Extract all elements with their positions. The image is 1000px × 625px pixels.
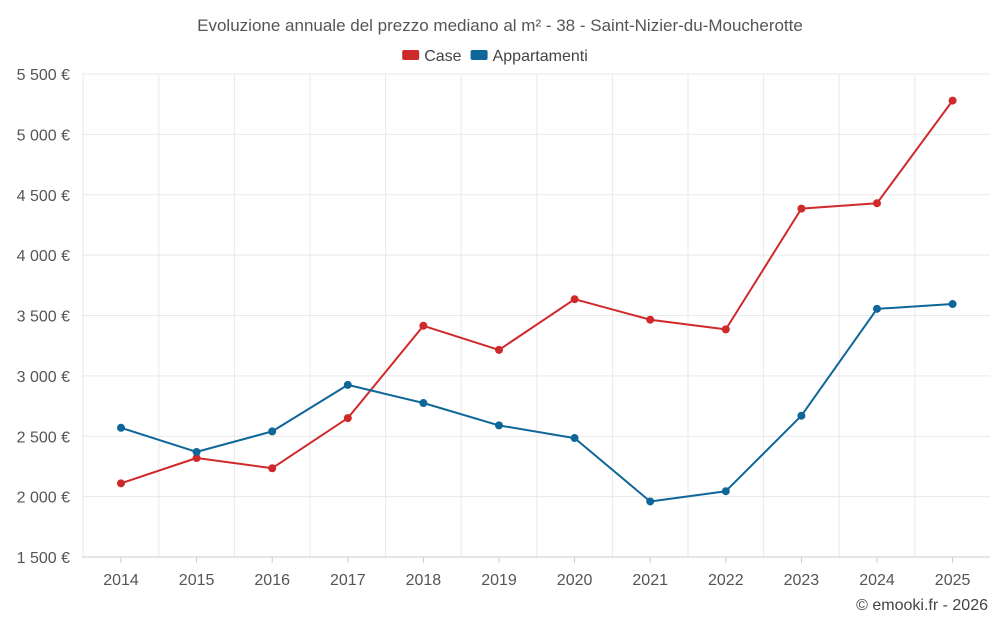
data-point-case <box>646 315 655 324</box>
data-point-appartamenti <box>343 380 352 389</box>
x-tick-label: 2020 <box>557 572 593 589</box>
data-point-appartamenti <box>948 300 957 309</box>
data-point-case <box>419 321 428 330</box>
legend-swatch-appartamenti <box>470 50 488 60</box>
legend-label-case: Case <box>424 48 461 65</box>
data-point-appartamenti <box>419 399 428 408</box>
data-point-case <box>948 96 957 105</box>
x-tick-label: 2017 <box>330 572 366 589</box>
y-tick-label: 3 500 € <box>17 309 70 326</box>
y-tick-label: 1 500 € <box>17 550 70 567</box>
series-group <box>117 96 957 506</box>
y-tick-label: 5 500 € <box>17 67 70 84</box>
x-tick-label: 2015 <box>179 572 215 589</box>
series-line-case <box>120 100 954 485</box>
y-tick-label: 2 000 € <box>17 490 70 507</box>
data-point-appartamenti <box>495 421 503 430</box>
data-point-case <box>192 453 201 462</box>
data-point-appartamenti <box>797 411 806 420</box>
x-tick-label: 2022 <box>708 572 744 589</box>
x-axis: 2014 2015 2016 2017 2018 2019 2020 2021 2022 2023… <box>103 557 970 589</box>
y-tick-label: 4 000 € <box>17 248 70 265</box>
credit-text: © emooki.fr - 2026 <box>856 597 988 614</box>
y-axis: 1 500 € 2 000 € 2 500 € 3 000 € 3 500 € 4 000… <box>17 67 70 567</box>
data-point-appartamenti <box>721 487 730 496</box>
x-tick-label: 2021 <box>632 572 668 589</box>
y-tick-label: 3 000 € <box>17 369 70 386</box>
data-point-case <box>117 479 125 488</box>
x-tick-label: 2024 <box>859 572 895 589</box>
data-point-appartamenti <box>873 304 881 313</box>
data-point-case <box>343 414 352 423</box>
x-tick-label: 2014 <box>103 572 139 589</box>
data-point-appartamenti <box>192 447 201 456</box>
series-line-appartamenti <box>120 303 953 503</box>
chart-title: Evoluzione annuale del prezzo mediano al… <box>197 16 803 35</box>
data-point-case <box>721 325 730 334</box>
data-point-appartamenti <box>117 423 125 432</box>
x-tick-label: 2023 <box>784 572 820 589</box>
x-tick-label: 2025 <box>935 572 971 589</box>
y-tick-label: 5 000 € <box>17 127 70 144</box>
data-point-appartamenti <box>268 427 277 436</box>
data-point-case <box>495 345 503 354</box>
y-tick-label: 2 500 € <box>17 429 70 446</box>
x-tick-label: 2019 <box>481 572 517 589</box>
data-point-case <box>797 204 806 213</box>
x-tick-label: 2018 <box>406 572 442 589</box>
y-tick-label: 4 500 € <box>17 188 70 205</box>
data-point-case <box>570 295 579 304</box>
legend: Case Appartamenti <box>402 48 588 65</box>
data-point-appartamenti <box>646 497 655 506</box>
legend-swatch-case <box>402 50 420 60</box>
legend-label-appartamenti: Appartamenti <box>493 48 588 65</box>
data-point-case <box>268 464 277 473</box>
x-tick-label: 2016 <box>254 572 290 589</box>
data-point-case <box>873 199 881 208</box>
data-point-appartamenti <box>570 434 579 443</box>
grid <box>82 73 990 558</box>
